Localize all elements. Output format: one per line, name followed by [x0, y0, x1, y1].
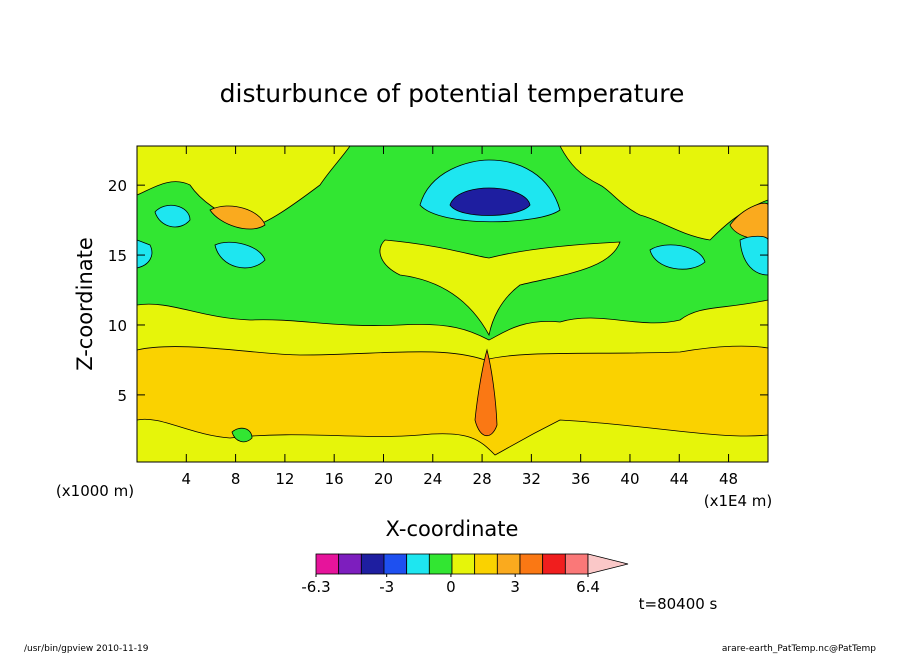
x-unit: (x1000 m) [56, 482, 134, 500]
colorbar-box [451, 553, 476, 575]
y-tick-label: 10 [108, 317, 127, 335]
x-tick-label: 12 [275, 470, 294, 488]
x-tick-label: 16 [325, 470, 344, 488]
colorbar-box [542, 553, 566, 575]
contour-fill [379, 239, 621, 337]
chart-title: disturbunce of potential temperature [220, 79, 685, 108]
plot-frame [136, 145, 769, 463]
x-tick-label: 32 [522, 470, 541, 488]
contour-fill [559, 146, 768, 241]
contour-fill [474, 348, 498, 437]
x-tick-label: 20 [374, 470, 393, 488]
contour-fill [214, 241, 266, 269]
colorbar-box [338, 553, 362, 575]
colorbar-box [519, 553, 544, 575]
colorbar-tick-label: -3 [379, 578, 394, 596]
contour-fill [137, 345, 768, 456]
y-tick-label: 15 [108, 247, 127, 265]
time-label: t=80400 s [639, 595, 718, 613]
y-axis-label: Z-coordinate [73, 237, 97, 371]
x-tick-label: 36 [571, 470, 590, 488]
x-tick-label: 4 [182, 470, 192, 488]
contour-fill [739, 235, 768, 276]
colorbar-box [315, 553, 340, 575]
colorbar-box [564, 553, 589, 575]
colorbar-box [406, 553, 430, 575]
x-tick-label: 48 [719, 470, 738, 488]
x-axis-label: X-coordinate [386, 517, 519, 541]
x-tick-label: 44 [670, 470, 689, 488]
colorbar-box [474, 553, 498, 575]
contour-fill [729, 202, 768, 241]
contour-fill [231, 427, 253, 443]
x-scale-note: (x1E4 m) [704, 492, 773, 510]
colorbar-tick-label: 0 [446, 578, 456, 596]
colorbar-tick-label: 3 [510, 578, 520, 596]
contour-fill [449, 187, 531, 216]
contour-fill [649, 244, 706, 270]
colorbar-box [383, 553, 408, 575]
footer-right: arare-earth_PatTemp.nc@PatTemp [722, 644, 876, 654]
colorbar-extend [587, 553, 629, 575]
x-tick-label: 8 [231, 470, 241, 488]
contour-fill [154, 204, 191, 228]
y-tick-label: 5 [117, 387, 127, 405]
contour-area [137, 146, 768, 462]
footer-left: /usr/bin/gpview 2010-11-19 [24, 644, 149, 654]
x-tick-label: 40 [620, 470, 639, 488]
colorbar-box [428, 553, 453, 575]
contour-fill [209, 205, 266, 230]
y-tick-label: 20 [108, 177, 127, 195]
colorbar-box [360, 553, 385, 575]
colorbar-box [496, 553, 521, 575]
colorbar-tick-label: 6.4 [576, 578, 600, 596]
x-tick-label: 28 [473, 470, 492, 488]
x-tick-label: 24 [423, 470, 442, 488]
colorbar-tick-label: -6.3 [301, 578, 330, 596]
